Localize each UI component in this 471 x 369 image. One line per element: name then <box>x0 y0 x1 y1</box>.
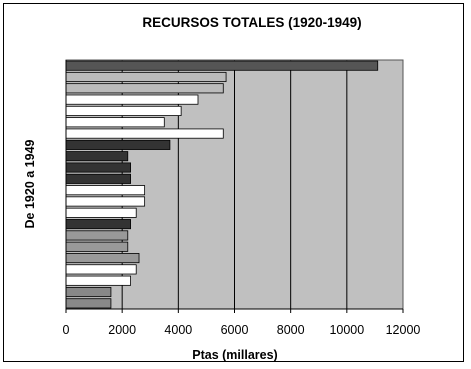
y-axis-title: De 1920 a 1949 <box>23 139 37 228</box>
chart-title: RECURSOS TOTALES (1920-1949) <box>142 15 361 30</box>
bar <box>65 83 224 94</box>
bar <box>65 185 146 196</box>
bar <box>65 105 182 116</box>
bar <box>65 207 137 218</box>
x-tick-label: 2000 <box>108 323 136 337</box>
bar <box>65 298 112 309</box>
bar <box>65 128 224 139</box>
bar <box>65 275 131 286</box>
bar <box>65 196 146 207</box>
x-axis-ticks: 0 2000 4000 6000 8000 10000 12000 <box>63 309 421 337</box>
bar <box>65 117 165 128</box>
bar <box>65 151 129 162</box>
bar <box>65 94 199 105</box>
x-tick-label: 10000 <box>329 323 364 337</box>
bar <box>65 264 137 275</box>
bar <box>65 219 131 230</box>
x-axis-title: Ptas (millares) <box>192 348 277 362</box>
x-tick-label: 6000 <box>221 323 249 337</box>
bar <box>65 241 129 252</box>
x-tick-label: 8000 <box>277 323 305 337</box>
bar <box>65 162 131 173</box>
bar <box>65 173 131 184</box>
x-tick-label: 12000 <box>386 323 421 337</box>
x-tick-label: 0 <box>63 323 70 337</box>
bar <box>65 253 140 264</box>
bar <box>65 286 112 298</box>
x-tick-label: 4000 <box>164 323 192 337</box>
bar <box>65 71 227 83</box>
bar <box>65 60 379 71</box>
bar <box>65 230 129 241</box>
bar <box>65 139 171 150</box>
